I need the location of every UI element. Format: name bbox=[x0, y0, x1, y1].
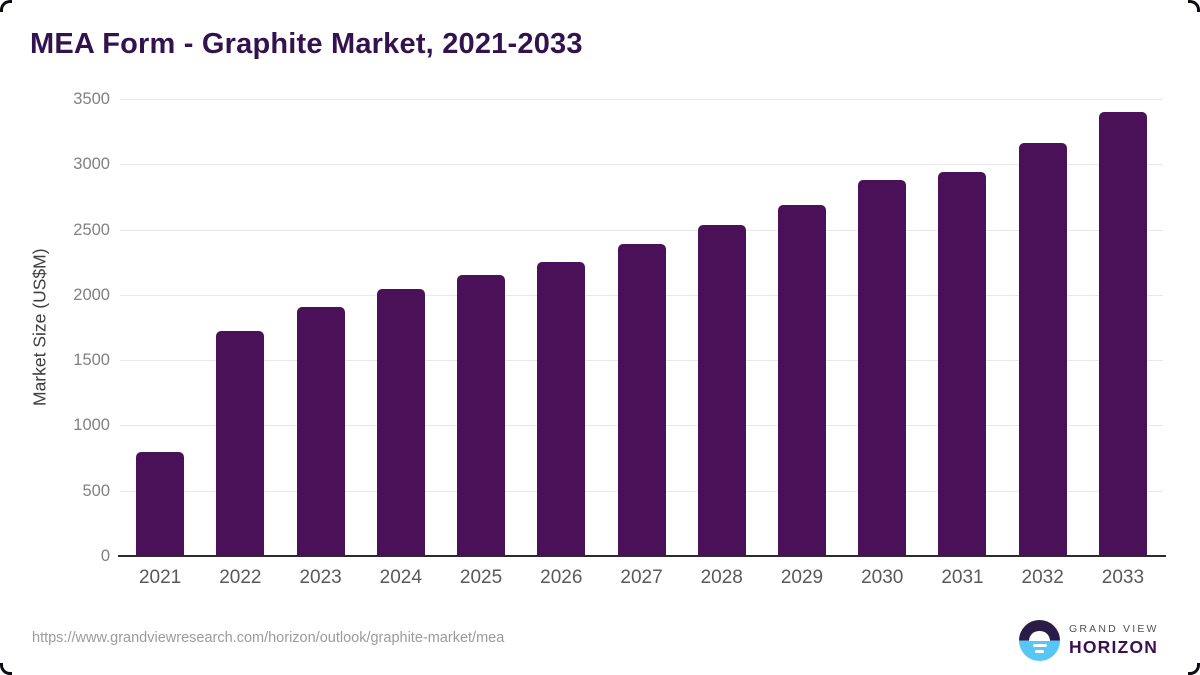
y-tick-label-500: 500 bbox=[82, 481, 110, 500]
x-tick-label-2030: 2030 bbox=[861, 567, 904, 588]
x-tick-label-2028: 2028 bbox=[700, 567, 743, 588]
x-tick-label-2032: 2032 bbox=[1021, 567, 1064, 588]
chart-title: MEA Form - Graphite Market, 2021-2033 bbox=[30, 28, 583, 60]
x-tick-label-2029: 2029 bbox=[780, 567, 824, 588]
gridline-2500 bbox=[120, 229, 1163, 231]
x-tick-label-2033: 2033 bbox=[1101, 567, 1145, 588]
x-axis-line bbox=[118, 555, 1166, 557]
source-url: https://www.grandviewresearch.com/horizo… bbox=[32, 630, 505, 646]
bar-2022 bbox=[216, 331, 265, 556]
x-tick-label-2026: 2026 bbox=[540, 567, 583, 588]
horizon-sun-icon bbox=[1019, 620, 1060, 661]
rounded-corner-top-right bbox=[1188, 0, 1200, 12]
bar-2029 bbox=[777, 204, 826, 556]
y-tick-label-1000: 1000 bbox=[73, 416, 110, 435]
sun-reflection-line-2 bbox=[1035, 649, 1044, 653]
logo-text-horizon: HORIZON bbox=[1069, 637, 1159, 657]
y-tick-label-2500: 2500 bbox=[73, 220, 110, 239]
bar-slot-2030 bbox=[842, 99, 922, 556]
x-axis-labels: 2021 2022 2023 2024 2025 2026 2027 2028 2029 2030… bbox=[120, 567, 1163, 589]
x-tick-label-2022: 2022 bbox=[219, 567, 262, 588]
plot-area bbox=[120, 99, 1163, 556]
bar-slot-2032 bbox=[1003, 99, 1083, 556]
bar-2026 bbox=[537, 261, 586, 556]
rounded-corner-top-left bbox=[0, 0, 12, 12]
bars-row bbox=[120, 99, 1163, 556]
gridline-3000 bbox=[120, 164, 1163, 166]
bar-2031 bbox=[938, 172, 987, 556]
logo-text-grand-view: GRAND VIEW bbox=[1069, 623, 1159, 635]
y-tick-label-1500: 1500 bbox=[73, 351, 110, 370]
bar-slot-2021 bbox=[120, 99, 200, 556]
grandview-horizon-logo: GRAND VIEW HORIZON bbox=[1019, 620, 1159, 661]
bar-2030 bbox=[858, 179, 907, 556]
bar-2021 bbox=[136, 452, 185, 556]
bar-slot-2027 bbox=[601, 99, 681, 556]
rounded-corner-bottom-left bbox=[0, 663, 12, 675]
x-tick-label-2025: 2025 bbox=[459, 567, 503, 588]
bar-slot-2023 bbox=[280, 99, 360, 556]
y-tick-label-3000: 3000 bbox=[73, 155, 110, 174]
bar-slot-2031 bbox=[922, 99, 1002, 556]
sun-reflection-line-1 bbox=[1032, 644, 1047, 647]
bar-2023 bbox=[296, 306, 345, 556]
x-tick-label-2027: 2027 bbox=[620, 567, 663, 588]
bar-slot-2026 bbox=[521, 99, 601, 556]
y-tick-labels: 0 500 1000 1500 2000 2500 3000 3500 bbox=[40, 90, 110, 565]
y-tick-label-3500: 3500 bbox=[73, 90, 110, 108]
x-tick-label-2024: 2024 bbox=[379, 567, 422, 588]
gridline-3500 bbox=[120, 99, 1163, 100]
bar-slot-2028 bbox=[682, 99, 762, 556]
logo-wordmark: GRAND VIEW HORIZON bbox=[1069, 623, 1159, 658]
bar-2025 bbox=[457, 275, 506, 556]
bar-2028 bbox=[697, 225, 746, 556]
sun-dome-shape bbox=[1029, 630, 1050, 641]
bar-slot-2033 bbox=[1083, 99, 1163, 556]
bar-slot-2025 bbox=[441, 99, 521, 556]
x-tick-label-2023: 2023 bbox=[299, 567, 342, 588]
y-tick-label-2000: 2000 bbox=[73, 285, 110, 304]
x-tick-label-2021: 2021 bbox=[138, 567, 182, 588]
rounded-corner-bottom-right bbox=[1188, 663, 1200, 675]
x-tick-label-2031: 2031 bbox=[941, 567, 984, 588]
bar-2027 bbox=[617, 243, 666, 556]
bar-2032 bbox=[1018, 143, 1067, 556]
bar-2024 bbox=[376, 288, 425, 556]
y-tick-label-0: 0 bbox=[100, 547, 110, 565]
bar-2033 bbox=[1098, 112, 1147, 556]
bar-slot-2022 bbox=[200, 99, 280, 556]
bar-slot-2024 bbox=[361, 99, 441, 556]
bar-slot-2029 bbox=[762, 99, 842, 556]
